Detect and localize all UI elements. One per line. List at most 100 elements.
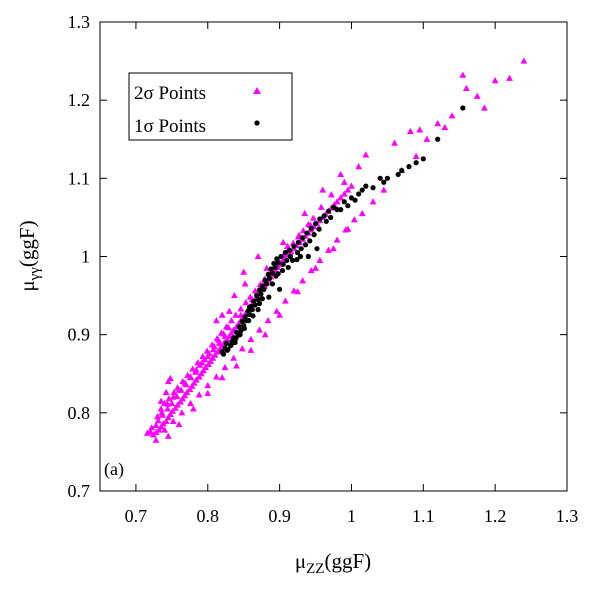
data-point-2sigma: [358, 209, 366, 217]
data-point-2sigma: [251, 287, 259, 294]
data-point-2sigma: [230, 291, 238, 299]
data-point-2sigma: [168, 399, 176, 407]
data-point-2sigma: [309, 214, 317, 221]
data-point-2sigma: [242, 299, 250, 306]
x-axis-ticks: 0.7 0.8 0.9 1 1.1 1.2 1.3: [125, 22, 578, 526]
data-point-2sigma: [238, 345, 246, 352]
data-point-1sigma: [294, 257, 300, 263]
data-point-1sigma: [352, 197, 358, 203]
data-point-2sigma: [391, 139, 398, 146]
data-point-2sigma: [164, 432, 172, 439]
data-point-2sigma: [197, 370, 205, 377]
data-point-1sigma: [334, 207, 340, 213]
data-point-1sigma: [259, 283, 265, 289]
data-point-2sigma: [263, 264, 271, 271]
data-point-2sigma: [158, 409, 166, 416]
data-point-1sigma: [321, 213, 327, 219]
data-point-2sigma: [164, 405, 171, 412]
data-point-2sigma: [209, 354, 217, 361]
data-point-1sigma: [224, 347, 230, 353]
data-point-2sigma: [174, 401, 181, 408]
legend: 2σ Points 1σ Points: [128, 72, 293, 141]
data-point-2sigma: [154, 413, 161, 420]
data-point-2sigma: [203, 347, 211, 354]
data-point-2sigma: [463, 84, 470, 92]
data-point-1sigma: [295, 239, 301, 246]
data-point-2sigma: [350, 216, 358, 223]
panel-label: (a): [104, 459, 124, 480]
data-point-2sigma: [325, 246, 332, 253]
data-point-1sigma: [341, 199, 347, 205]
data-point-2sigma: [284, 242, 291, 249]
data-point-1sigma: [246, 304, 253, 310]
data-point-2sigma: [362, 151, 370, 158]
data-point-2sigma: [240, 268, 248, 275]
y-axis-label-base: μ: [15, 280, 39, 291]
data-point-2sigma: [157, 397, 165, 404]
data-point-2sigma: [312, 264, 319, 271]
data-point-2sigma: [228, 316, 235, 324]
legend-box: [128, 72, 293, 141]
data-point-2sigma: [214, 348, 222, 355]
data-point-1sigma: [236, 324, 242, 330]
data-point-2sigma: [307, 266, 315, 274]
data-point-2sigma: [190, 379, 198, 386]
data-point-2sigma: [237, 305, 245, 312]
x-tick-label: 0.9: [268, 506, 291, 526]
data-point-1sigma: [228, 341, 235, 347]
data-point-2sigma: [184, 371, 192, 378]
data-point-1sigma: [271, 260, 277, 267]
y-tick-label: 0.7: [68, 481, 91, 501]
data-point-2sigma: [233, 362, 240, 369]
x-axis-label-subscript: ZZ: [306, 561, 324, 577]
data-point-2sigma: [330, 245, 337, 252]
data-point-2sigma: [380, 186, 388, 193]
x-tick-label: 1: [347, 506, 356, 526]
data-point-2sigma: [256, 326, 263, 333]
data-point-2sigma: [177, 398, 184, 405]
data-point-1sigma: [220, 351, 227, 357]
data-point-2sigma: [316, 256, 324, 264]
data-point-1sigma: [266, 275, 273, 281]
data-point-2sigma: [179, 377, 187, 385]
data-point-1sigma: [241, 325, 248, 332]
data-point-1sigma: [262, 277, 268, 283]
data-point-1sigma: [302, 242, 309, 248]
data-point-2sigma: [174, 384, 181, 391]
data-point-1sigma: [294, 249, 301, 256]
data-point-2sigma: [148, 424, 156, 431]
data-point-2sigma: [202, 363, 210, 371]
data-point-2sigma: [333, 198, 341, 205]
data-point-2sigma: [228, 329, 235, 336]
data-point-1sigma: [256, 300, 263, 306]
y-axis-label: μγγ(ggF): [15, 220, 43, 291]
data-point-1sigma: [308, 225, 314, 231]
data-point-1sigma: [323, 218, 329, 224]
data-point-2sigma: [340, 178, 348, 185]
data-point-2sigma: [232, 311, 240, 318]
x-tick-label: 1.1: [412, 506, 435, 526]
data-point-2sigma: [423, 135, 431, 142]
data-point-1sigma: [420, 156, 426, 162]
series-1sigma-points: [219, 105, 466, 357]
data-point-2sigma: [157, 423, 165, 430]
data-point-2sigma: [192, 376, 200, 383]
data-point-2sigma: [247, 346, 255, 353]
data-point-2sigma: [237, 311, 245, 318]
data-point-2sigma: [208, 341, 216, 348]
data-point-1sigma: [460, 105, 466, 111]
data-point-2sigma: [189, 365, 197, 372]
data-point-2sigma: [154, 417, 162, 424]
data-point-2sigma: [169, 393, 177, 400]
legend-marker-triangle: [253, 87, 261, 94]
y-tick-label: 0.8: [68, 403, 91, 423]
data-point-2sigma: [146, 427, 154, 435]
data-point-2sigma: [218, 329, 225, 336]
data-point-2sigma: [344, 225, 352, 232]
data-point-2sigma: [201, 356, 209, 363]
data-point-1sigma: [317, 216, 323, 222]
data-point-1sigma: [413, 160, 419, 166]
data-point-1sigma: [307, 238, 313, 244]
data-point-1sigma: [305, 253, 311, 260]
data-point-1sigma: [239, 318, 245, 324]
